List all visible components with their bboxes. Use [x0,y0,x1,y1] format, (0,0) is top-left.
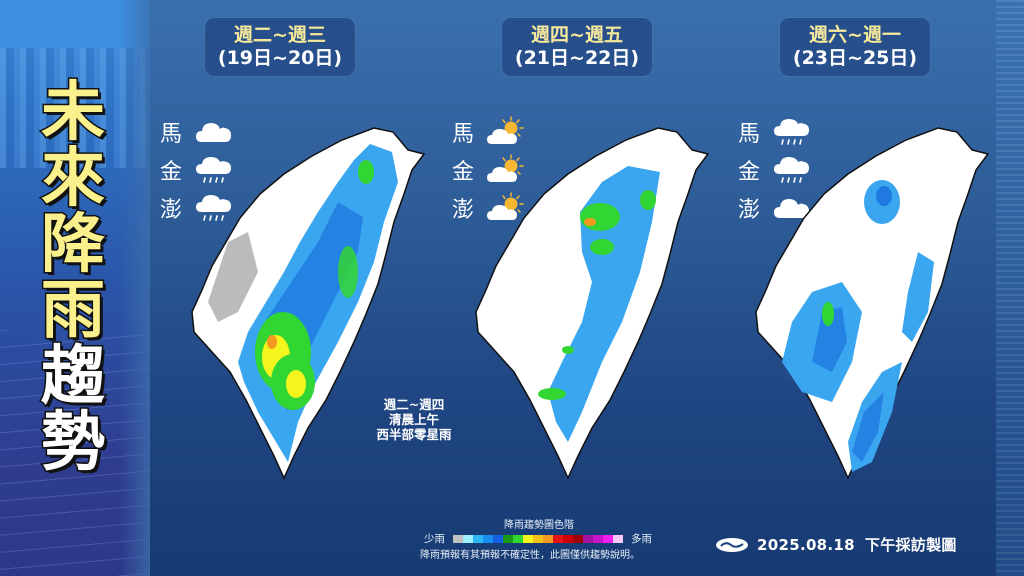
outlying-islands-forecast-2: 馬 金 澎 [452,116,526,224]
legend-color-swatch [523,534,533,543]
legend-color-swatch [613,534,623,543]
legend-color-swatch [463,534,473,543]
period-dates: (23日~25日) [792,47,918,69]
legend-title: 降雨趨勢圖色階 [504,520,574,531]
page-title: 未 來 降 雨 趨 勢 [33,76,113,480]
island-name: 金 [738,160,761,185]
period-header-1: 週二~週三 (19日~20日) [205,18,355,76]
legend-color-swatch [493,534,503,543]
legend-color-swatch [513,534,523,543]
source-credit: 2025.08.18 下午採訪製圖 [715,534,957,555]
period-days: 週二~週三 [234,24,326,46]
legend-color-swatch [533,534,543,543]
banner-fade [120,0,150,576]
legend-color-swatch [453,534,463,543]
outlying-islands-forecast-1: 馬 金 澎 [160,116,234,224]
legend-color-swatch [483,534,493,543]
title-char: 未 [40,76,107,150]
source-date: 2025.08.18 [757,535,855,554]
title-char: 降 [40,208,107,282]
legend-high-label: 多雨 [631,533,652,545]
island-row-penghu: 澎 [452,192,526,224]
island-name: 馬 [452,122,475,147]
note-line: 清晨上午 [388,412,439,427]
legend-color-swatch [503,534,513,543]
legend-color-swatch [563,534,573,543]
legend-disclaimer: 降雨預報有其預報不確定性，此圖僅供趨勢說明。 [420,550,640,561]
period-days: 週六~週一 [809,24,901,46]
period-header-3: 週六~週一 (23日~25日) [780,18,930,76]
title-char: 趨 [40,340,107,414]
title-char: 勢 [40,406,107,480]
source-label: 下午採訪製圖 [864,536,957,554]
title-char: 雨 [40,274,107,348]
island-name: 澎 [738,198,761,223]
island-row-kinmen: 金 [452,154,526,186]
note-line: 週二~週四 [383,397,445,412]
island-name: 馬 [160,122,183,147]
island-name: 馬 [738,122,761,147]
island-row-penghu: 澎 [160,192,234,224]
legend-color-swatch [583,534,593,543]
island-row-matsu: 馬 [452,116,526,148]
island-row-kinmen: 金 [160,154,234,186]
island-row-kinmen: 金 [738,154,812,186]
island-row-matsu: 馬 [738,116,812,148]
period-header-2: 週四~週五 (21日~22日) [502,18,652,76]
island-row-matsu: 馬 [160,116,234,148]
period-days: 週四~週五 [531,24,623,46]
legend-scale: 少雨 多雨 [424,531,652,546]
island-name: 金 [452,160,475,185]
right-edge-decoration [996,0,1024,576]
island-name: 澎 [160,198,183,223]
legend-low-label: 少雨 [424,533,445,545]
period-dates: (21日~22日) [514,47,640,69]
legend-color-swatch [543,534,553,543]
outlying-islands-forecast-3: 馬 金 澎 [738,116,812,224]
legend-color-swatch [553,534,563,543]
period-dates: (19日~20日) [217,47,343,69]
cwa-logo-icon [716,537,748,552]
rainfall-map-1 [188,122,428,482]
legend-color-swatch [473,534,483,543]
rainfall-map-3 [752,122,992,482]
legend-color-bar [453,534,623,543]
title-banner [0,0,150,576]
legend-color-swatch [573,534,583,543]
island-row-penghu: 澎 [738,192,812,224]
island-name: 澎 [452,198,475,223]
legend-color-swatch [593,534,603,543]
note-line: 西半部零星雨 [376,427,452,442]
rainfall-map-2 [472,122,712,482]
forecast-note: 週二~週四 清晨上午 西半部零星雨 [366,397,462,442]
legend-color-swatch [603,534,613,543]
island-name: 金 [160,160,183,185]
title-char: 來 [40,142,107,216]
